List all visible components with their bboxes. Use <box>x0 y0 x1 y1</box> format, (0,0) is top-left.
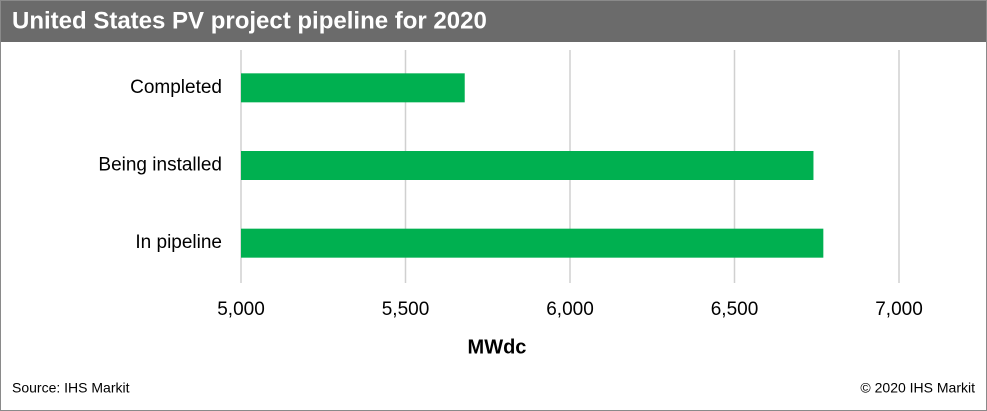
x-tick-label: 6,500 <box>711 299 759 320</box>
header-bar <box>1 1 986 42</box>
bar <box>241 73 465 103</box>
source-note: Source: IHS Markit <box>12 380 130 396</box>
chart-title: United States PV project pipeline for 20… <box>12 7 487 34</box>
copyright-note: © 2020 IHS Markit <box>860 380 975 396</box>
y-tick-label: In pipeline <box>135 232 222 253</box>
y-tick-label: Completed <box>130 77 222 98</box>
bar <box>241 228 824 258</box>
x-tick-label: 7,000 <box>875 299 923 320</box>
x-tick-label: 5,000 <box>217 299 265 320</box>
x-tick-label: 5,500 <box>382 299 430 320</box>
plot-area: 5,000 5,500 6,000 6,500 7,000 Completed Being … <box>98 50 923 320</box>
y-tick-label: Being installed <box>98 155 222 176</box>
x-tick-label: 6,000 <box>546 299 594 320</box>
bar <box>241 151 814 180</box>
x-axis-label: MWdc <box>468 336 527 358</box>
